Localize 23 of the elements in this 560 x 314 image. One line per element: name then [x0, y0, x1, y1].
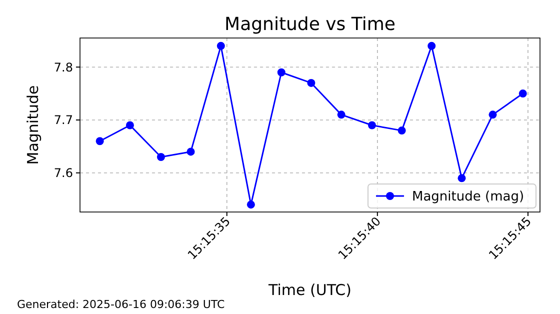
legend-label: Magnitude (mag): [412, 190, 524, 205]
point: [368, 121, 376, 130]
point: [96, 137, 104, 146]
chart-title: Magnitude vs Time: [224, 14, 396, 35]
point: [488, 110, 497, 119]
point: [428, 42, 436, 50]
point: [156, 152, 165, 161]
point: [246, 200, 255, 209]
point: [398, 126, 406, 135]
point: [518, 90, 527, 98]
text: Generated: 2025-06-16 09:06:39 UTC: [17, 298, 226, 311]
y-tick-label: 7.8: [54, 60, 73, 74]
point: [186, 148, 195, 156]
point: [337, 110, 346, 119]
point: [307, 78, 316, 87]
y-tick-label: 7.7: [54, 113, 73, 128]
x-axis-title: Time (UTC): [268, 281, 352, 299]
point: [216, 42, 225, 50]
point: [277, 68, 286, 76]
y-axis-title: Magnitude: [24, 85, 42, 165]
point: [126, 121, 134, 130]
y-tick-label: 7.6: [54, 166, 73, 180]
point: [458, 174, 466, 182]
